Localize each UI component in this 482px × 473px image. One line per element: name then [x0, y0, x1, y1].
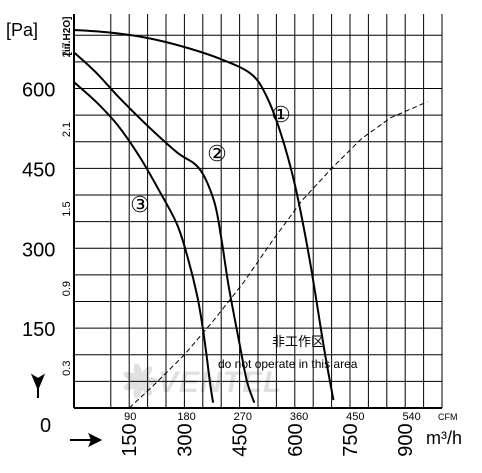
- x-axis-arrow-icon: [70, 432, 103, 448]
- annotation-zh: 非工作区: [272, 334, 324, 349]
- y-tick-pa: 450: [22, 159, 55, 181]
- y-tick-inh2o: 0.9: [61, 281, 73, 296]
- watermark-fan-blade: [123, 371, 141, 383]
- y-axis-arrow-icon: [30, 373, 46, 398]
- chart-grid: [73, 14, 443, 409]
- y-tick-inh2o: 2.7: [61, 42, 73, 57]
- system-curve: [128, 101, 428, 409]
- chart-series: [73, 28, 428, 409]
- watermark-group: VENTEL: [123, 363, 282, 399]
- x-tick-m3h: 300: [174, 423, 196, 456]
- y-axis-unit-inh2o: [in.H2O]: [62, 17, 73, 56]
- x-tick-m3h: 750: [340, 423, 362, 456]
- series-line-2: [73, 51, 256, 404]
- watermark-fan-blade: [139, 366, 153, 382]
- y-tick-pa: 150: [22, 319, 55, 341]
- x-tick-cfm: 90: [124, 411, 136, 423]
- x-tick-m3h: 450: [230, 423, 252, 456]
- series-label-3: ③: [130, 192, 150, 217]
- x-tick-cfm: 540: [402, 411, 420, 423]
- x-axis-unit-m3h: m³/h: [426, 428, 462, 448]
- watermark-fan-blade: [139, 380, 153, 396]
- y-tick-inh2o: 2.1: [61, 122, 73, 137]
- series-line-1: [73, 28, 335, 401]
- y-tick-pa: 300: [22, 239, 55, 261]
- series-line-3: [73, 81, 215, 403]
- series-label-2: ②: [207, 141, 227, 166]
- x-tick-cfm: 360: [290, 411, 308, 423]
- y-axis-unit-pa: [Pa]: [6, 20, 38, 40]
- y-tick-inh2o: 1.5: [61, 201, 73, 216]
- x-axis-unit-cfm: CFM: [438, 412, 458, 422]
- x-tick-cfm: 180: [177, 411, 195, 423]
- watermark-logo: VENTEL: [123, 363, 282, 399]
- x-tick-m3h: 900: [395, 423, 417, 456]
- y-tick-pa: 600: [22, 80, 55, 102]
- series-label-1: ①: [271, 102, 291, 127]
- chart-labels: ① ② ③ [Pa] 0 150 300 450 600 0.3 0.9 1.5 2.1 2.7[in.H…: [6, 17, 462, 457]
- x-tick-m3h: 150: [119, 423, 141, 456]
- y-tick-pa: 0: [40, 415, 51, 437]
- y-tick-inh2o: 0.3: [61, 361, 73, 376]
- annotation-en: do not operate in this area: [218, 357, 358, 371]
- watermark-text: VENTEL: [158, 366, 282, 399]
- x-tick-m3h: 600: [285, 423, 307, 456]
- x-tick-cfm: 450: [346, 411, 364, 423]
- x-tick-cfm: 270: [234, 411, 252, 423]
